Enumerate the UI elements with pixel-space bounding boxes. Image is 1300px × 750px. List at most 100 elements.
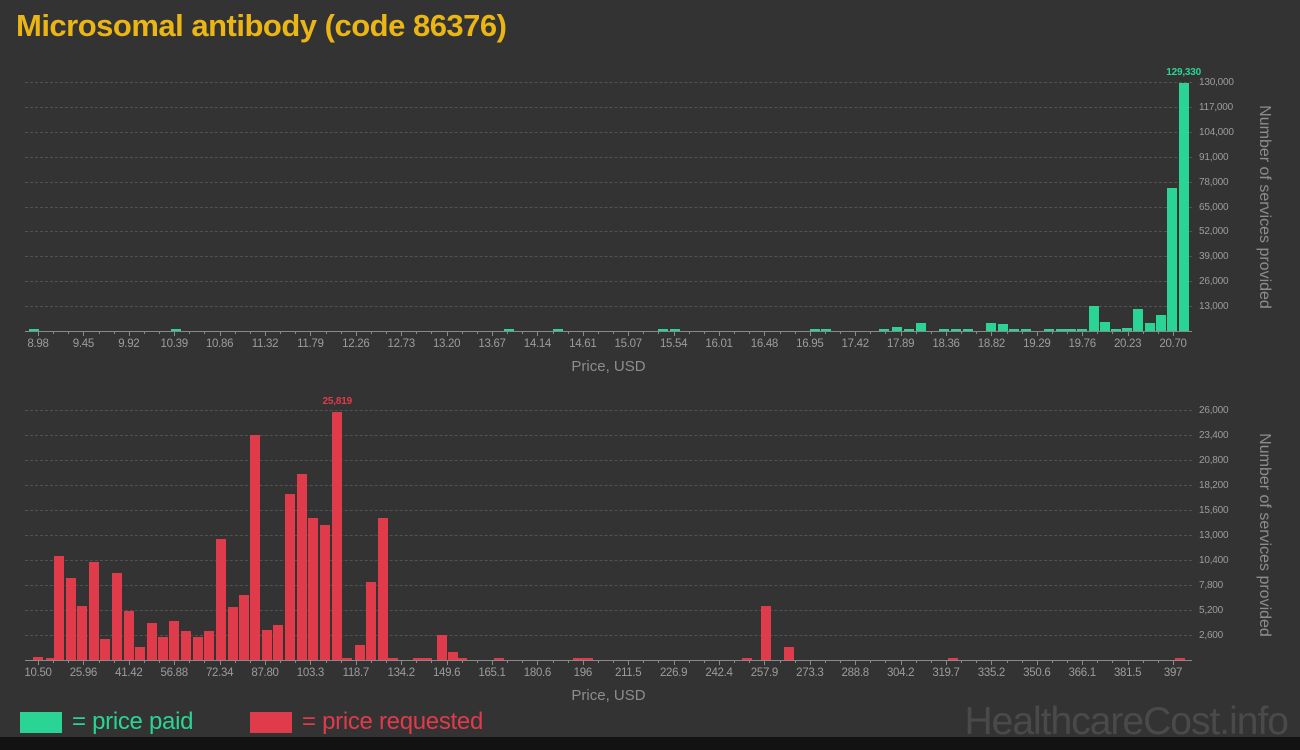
requested-bar[interactable] bbox=[297, 474, 307, 660]
page-title: Microsomal antibody (code 86376) bbox=[16, 8, 507, 43]
requested-bar[interactable] bbox=[742, 658, 752, 660]
requested-bar[interactable] bbox=[355, 645, 365, 660]
paid-bar[interactable] bbox=[504, 329, 514, 331]
requested-bar[interactable] bbox=[228, 607, 238, 660]
x-tick-label: 19.29 bbox=[1023, 338, 1051, 350]
x-minor-tick-mark bbox=[326, 660, 327, 663]
requested-bar[interactable] bbox=[784, 647, 794, 660]
paid-bar[interactable] bbox=[916, 323, 926, 331]
paid-bar[interactable] bbox=[998, 324, 1008, 331]
requested-bar[interactable] bbox=[124, 611, 134, 660]
x-tick-mark bbox=[855, 331, 856, 336]
gridline bbox=[25, 460, 1192, 461]
requested-bar[interactable] bbox=[89, 562, 99, 660]
requested-bar[interactable] bbox=[320, 525, 330, 660]
requested-bar[interactable] bbox=[366, 582, 376, 660]
requested-bar[interactable] bbox=[285, 494, 295, 660]
paid-bar[interactable] bbox=[986, 323, 996, 331]
requested-bar[interactable] bbox=[135, 647, 145, 660]
requested-bar[interactable] bbox=[378, 518, 388, 660]
paid-bar[interactable] bbox=[1056, 329, 1066, 331]
requested-bar[interactable] bbox=[1175, 658, 1185, 660]
x-minor-tick-mark bbox=[749, 660, 750, 663]
x-minor-tick-mark bbox=[780, 331, 781, 334]
requested-bar[interactable] bbox=[239, 595, 249, 660]
paid-bar[interactable] bbox=[939, 329, 949, 331]
paid-bar[interactable] bbox=[29, 329, 39, 331]
requested-bar[interactable] bbox=[54, 556, 64, 660]
requested-bar[interactable] bbox=[413, 658, 423, 660]
requested-bar[interactable] bbox=[437, 635, 447, 660]
requested-bar[interactable] bbox=[46, 658, 56, 660]
paid-bar[interactable] bbox=[553, 329, 563, 331]
requested-bar[interactable] bbox=[66, 578, 76, 660]
x-minor-tick-mark bbox=[1067, 660, 1068, 663]
paid-bar[interactable] bbox=[670, 329, 680, 331]
paid-bar[interactable] bbox=[1156, 315, 1166, 331]
gridline bbox=[25, 256, 1192, 257]
paid-bar[interactable] bbox=[1122, 328, 1132, 331]
paid-bar[interactable] bbox=[1179, 83, 1189, 331]
paid-bar[interactable] bbox=[1009, 329, 1019, 331]
paid-y-axis-title: Number of services provided bbox=[1256, 104, 1273, 309]
requested-bar[interactable] bbox=[332, 412, 342, 660]
requested-bar[interactable] bbox=[193, 637, 203, 660]
paid-bar[interactable] bbox=[1167, 188, 1177, 331]
requested-bar[interactable] bbox=[422, 658, 432, 660]
requested-bar[interactable] bbox=[262, 630, 272, 660]
paid-bar[interactable] bbox=[963, 329, 973, 331]
paid-bar[interactable] bbox=[1021, 329, 1031, 331]
requested-bar[interactable] bbox=[216, 539, 226, 660]
requested-bar[interactable] bbox=[273, 625, 283, 660]
requested-bar[interactable] bbox=[448, 652, 458, 660]
requested-bar[interactable] bbox=[33, 657, 43, 660]
requested-bar[interactable] bbox=[77, 606, 87, 660]
paid-bar[interactable] bbox=[892, 327, 902, 331]
x-tick-mark bbox=[492, 660, 493, 665]
requested-bar[interactable] bbox=[100, 639, 110, 660]
requested-bar[interactable] bbox=[948, 658, 958, 660]
paid-bar[interactable] bbox=[879, 329, 889, 331]
requested-bar[interactable] bbox=[583, 658, 593, 660]
x-tick-label: 17.89 bbox=[886, 338, 915, 350]
paid-bar[interactable] bbox=[1111, 329, 1121, 331]
paid-bar[interactable] bbox=[1066, 329, 1076, 331]
paid-bar[interactable] bbox=[1145, 323, 1155, 331]
requested-bar[interactable] bbox=[250, 435, 260, 660]
paid-bar[interactable] bbox=[1077, 329, 1087, 331]
paid-bar[interactable] bbox=[904, 329, 914, 331]
x-minor-tick-mark bbox=[931, 331, 932, 334]
requested-bar[interactable] bbox=[204, 631, 214, 660]
requested-bar[interactable] bbox=[342, 658, 352, 660]
x-minor-tick-mark bbox=[870, 660, 871, 663]
paid-bar[interactable] bbox=[951, 329, 961, 331]
requested-bar[interactable] bbox=[147, 623, 157, 660]
x-minor-tick-mark bbox=[1007, 660, 1008, 663]
x-tick-label: 118.7 bbox=[342, 667, 370, 679]
requested-bar[interactable] bbox=[169, 621, 179, 660]
requested-bar[interactable] bbox=[308, 518, 318, 660]
paid-bar[interactable] bbox=[1044, 329, 1054, 331]
x-minor-tick-mark bbox=[1158, 331, 1159, 334]
x-minor-tick-mark bbox=[522, 660, 523, 663]
paid-bar[interactable] bbox=[1133, 309, 1143, 331]
paid-bar[interactable] bbox=[1100, 322, 1110, 331]
requested-bar[interactable] bbox=[181, 631, 191, 660]
paid-bar[interactable] bbox=[658, 329, 668, 331]
x-tick-label: 10.39 bbox=[160, 338, 189, 350]
x-minor-tick-mark bbox=[734, 660, 735, 663]
paid-bar[interactable] bbox=[171, 329, 181, 331]
paid-bar[interactable] bbox=[821, 329, 831, 331]
paid-legend-label: = price paid bbox=[72, 708, 194, 735]
paid-bar[interactable] bbox=[1089, 306, 1099, 331]
requested-bar[interactable] bbox=[388, 658, 398, 660]
paid-bar[interactable] bbox=[810, 329, 820, 331]
x-tick-label: 17.42 bbox=[841, 338, 870, 350]
requested-bar[interactable] bbox=[158, 637, 168, 660]
requested-bar[interactable] bbox=[457, 658, 467, 660]
requested-bar[interactable] bbox=[761, 606, 771, 660]
requested-bar[interactable] bbox=[112, 573, 122, 660]
requested-bar[interactable] bbox=[494, 658, 504, 660]
x-tick-mark bbox=[174, 331, 175, 336]
requested-bar[interactable] bbox=[573, 658, 583, 660]
